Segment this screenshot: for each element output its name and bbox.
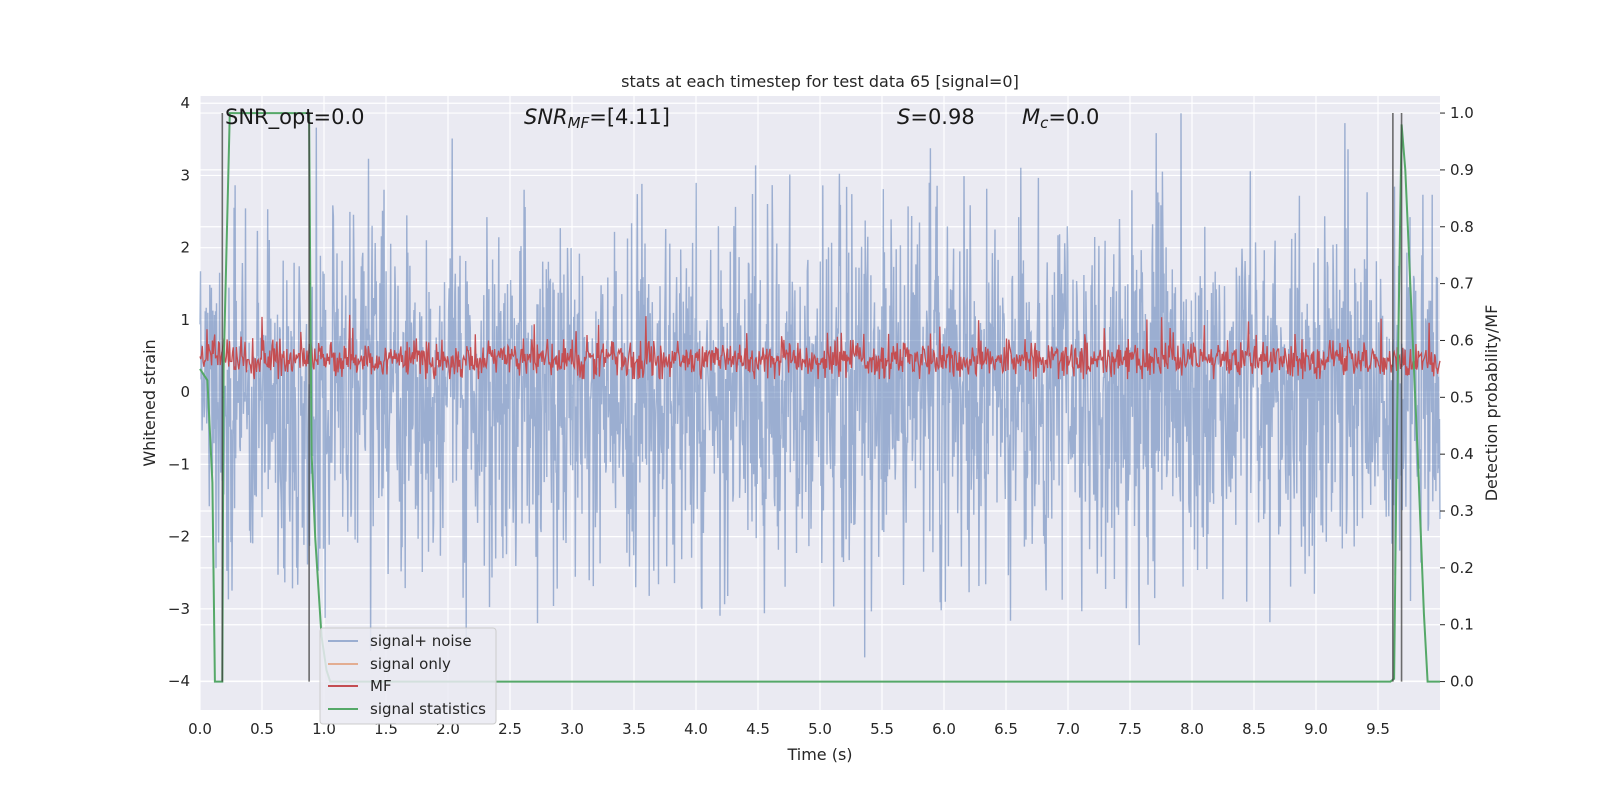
legend: signal+ noise signal only MF signal stat… [319, 627, 497, 725]
y-tick-label: 0 [180, 383, 190, 401]
x-tick-label: 0.0 [188, 720, 212, 738]
y-tick-label: 2 [180, 239, 190, 257]
y-tick-label: −4 [168, 672, 190, 690]
y-right-tick-label: 0.9 [1450, 161, 1474, 179]
y-tick-label: 1 [180, 311, 190, 329]
y-right-tick-label: 0.8 [1450, 218, 1474, 236]
annotation-snr-mf-italic: SNR [524, 105, 568, 129]
y-tick-label: −3 [168, 600, 190, 618]
x-tick-label: 7.5 [1118, 720, 1142, 738]
legend-entry-signal-only: signal only [370, 655, 451, 673]
annotation-snr-mf: SNRMF=[4.11] [524, 105, 670, 132]
annotation-s: S=0.98 [897, 105, 975, 129]
line-signal-noise [199, 113, 1441, 658]
series-mf [199, 314, 1441, 380]
y-right-tick-label: 0.0 [1450, 673, 1474, 691]
x-tick-label: 8.5 [1242, 720, 1266, 738]
annotation-s-value: =0.98 [910, 105, 974, 129]
series-signal-noise [199, 113, 1441, 658]
legend-entry-signal-statistics: signal statistics [370, 700, 486, 718]
annotation-mc-value: =0.0 [1048, 105, 1099, 129]
y-tick-label: 4 [180, 94, 190, 112]
y-right-tick-label: 0.3 [1450, 502, 1474, 520]
y-axis-ticks: −4 −3 −2 −1 0 1 2 3 4 [168, 94, 190, 690]
x-tick-label: 3.5 [622, 720, 646, 738]
x-tick-label: 0.5 [250, 720, 274, 738]
vertical-markers [221, 113, 1403, 682]
x-tick-label: 6.0 [932, 720, 956, 738]
y-right-tick-label: 0.6 [1450, 331, 1474, 349]
x-axis-ticks: 0.0 0.5 1.0 1.5 2.0 2.5 3.0 3.5 4.0 4.5 5.0 5.5 6.0 6… [188, 720, 1390, 738]
legend-box [319, 627, 497, 725]
annotation-mc: Mc=0.0 [1022, 105, 1099, 132]
x-tick-label: 2.5 [498, 720, 522, 738]
line-mf [199, 314, 1441, 380]
x-tick-label: 4.0 [684, 720, 708, 738]
y-tick-label: 3 [180, 166, 190, 184]
x-tick-label: 3.0 [560, 720, 584, 738]
y-right-tick-label: 1.0 [1450, 104, 1474, 122]
y-right-tick-label: 0.5 [1450, 388, 1474, 406]
annotation-mc-sub: c [1040, 114, 1049, 132]
y-right-tick-label: 0.1 [1450, 616, 1474, 634]
x-tick-label: 7.0 [1056, 720, 1080, 738]
chart-title: stats at each timestep for test data 65 … [621, 72, 1019, 91]
annotation-snr-mf-sub: MF [568, 114, 590, 132]
legend-entry-signal-noise: signal+ noise [370, 632, 472, 650]
x-tick-label: 9.0 [1304, 720, 1328, 738]
annotation-mc-italic: M [1022, 105, 1040, 129]
y-right-tick-label: 0.2 [1450, 559, 1474, 577]
x-tick-label: 5.5 [870, 720, 894, 738]
annotation-snr-opt: SNR_opt=0.0 [225, 105, 365, 130]
y-axis-label: Whitened strain [140, 339, 159, 466]
x-tick-label: 8.0 [1180, 720, 1204, 738]
y-axis-right-label: Detection probability/MF [1482, 305, 1501, 502]
x-tick-label: 5.0 [808, 720, 832, 738]
legend-entry-mf: MF [370, 677, 392, 695]
x-axis-label: Time (s) [786, 745, 852, 764]
y-axis-right-ticks: 0.0 0.1 0.2 0.3 0.4 0.5 0.6 0.7 0.8 0.9 1.0 [1440, 104, 1474, 691]
y-tick-label: −2 [168, 528, 190, 546]
x-tick-label: 9.5 [1366, 720, 1390, 738]
annotation-s-italic: S [897, 105, 910, 129]
x-tick-label: 4.5 [746, 720, 770, 738]
y-tick-label: −1 [168, 455, 190, 473]
y-right-tick-label: 0.4 [1450, 445, 1474, 463]
y-right-tick-label: 0.7 [1450, 275, 1474, 293]
x-tick-label: 6.5 [994, 720, 1018, 738]
annotation-snr-mf-value: =[4.11] [589, 105, 670, 129]
